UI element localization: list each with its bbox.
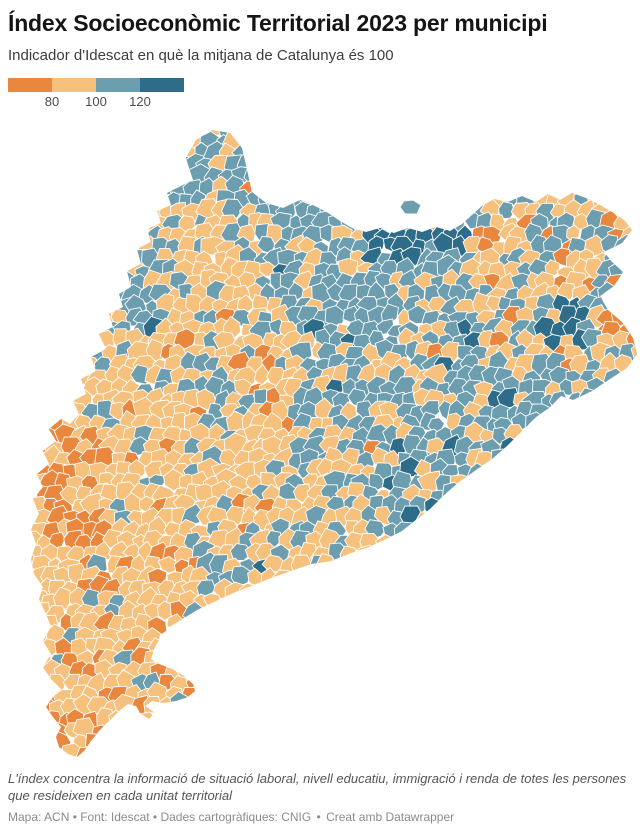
- legend-tick-120: 120: [129, 94, 151, 109]
- municipalities[interactable]: [18, 118, 640, 767]
- credits-separator: •: [316, 809, 321, 824]
- legend-tick-100: 100: [85, 94, 107, 109]
- legend-class-above-120: [140, 78, 184, 92]
- header: Índex Socioeconòmic Territorial 2023 per…: [8, 0, 632, 64]
- map-credits: Mapa: ACN • Font: Idescat • Dades cartog…: [8, 810, 630, 824]
- legend-class-100-120: [96, 78, 140, 92]
- color-legend: 80 100 120: [8, 78, 184, 109]
- legend-tick-labels: 80 100 120: [8, 92, 184, 109]
- footer: L'índex concentra la informació de situa…: [8, 770, 630, 824]
- municipality-llivia-exclave[interactable]: [399, 199, 422, 215]
- credits-text: Mapa: ACN • Font: Idescat • Dades cartog…: [8, 809, 312, 824]
- legend-color-bar: [8, 78, 184, 92]
- legend-class-below-80: [8, 78, 52, 92]
- page-subtitle: Indicador d'Idescat en què la mitjana de…: [8, 46, 394, 64]
- legend-tick-80: 80: [44, 94, 60, 109]
- datawrapper-link[interactable]: Creat amb Datawrapper: [326, 809, 455, 824]
- legend-class-80-100: [52, 78, 96, 92]
- page-title: Índex Socioeconòmic Territorial 2023 per…: [8, 10, 548, 36]
- map-note: L'índex concentra la informació de situa…: [8, 771, 627, 804]
